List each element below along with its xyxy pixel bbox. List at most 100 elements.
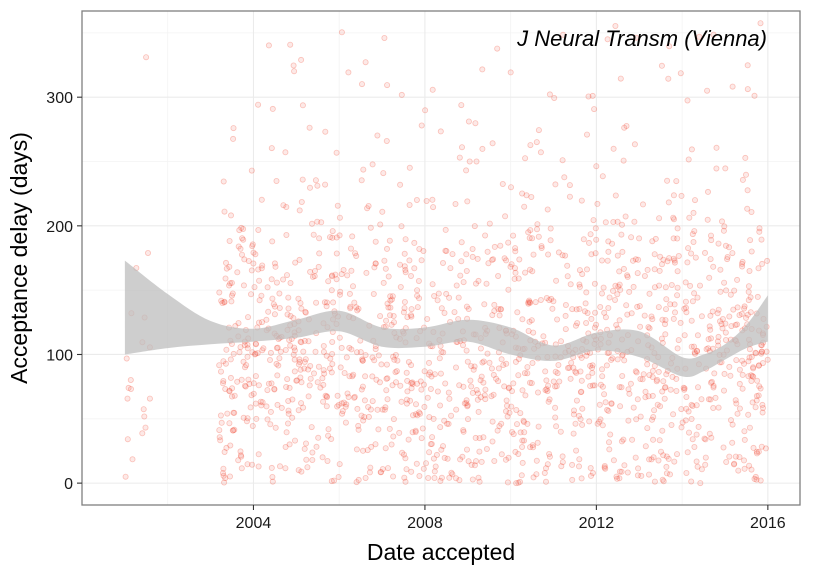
data-point <box>527 379 534 386</box>
data-point <box>283 231 290 238</box>
data-point <box>379 406 386 413</box>
data-point <box>572 368 579 375</box>
data-point <box>391 356 398 363</box>
data-point <box>731 287 738 294</box>
data-point <box>583 352 590 359</box>
data-point <box>734 276 741 283</box>
data-point <box>752 349 759 356</box>
data-point <box>458 239 465 246</box>
data-point <box>143 54 150 61</box>
data-point <box>519 437 526 444</box>
data-point <box>314 379 321 386</box>
data-point <box>269 473 276 480</box>
data-point <box>258 265 265 272</box>
data-point <box>657 403 664 410</box>
data-point <box>663 296 670 303</box>
data-point <box>626 288 633 295</box>
data-point <box>330 299 337 306</box>
data-point <box>566 364 573 371</box>
data-point <box>751 92 758 99</box>
data-point <box>727 291 734 298</box>
data-point <box>374 132 381 139</box>
data-point <box>240 236 247 243</box>
data-point <box>762 445 769 452</box>
data-point <box>543 386 550 393</box>
data-point <box>646 325 653 332</box>
data-point <box>370 290 377 297</box>
data-point <box>652 235 659 242</box>
data-point <box>527 299 534 306</box>
data-point <box>497 306 504 313</box>
data-point <box>688 343 695 350</box>
data-point <box>129 456 136 463</box>
data-point <box>579 421 586 428</box>
data-point <box>302 308 309 315</box>
data-point <box>702 249 709 256</box>
data-point <box>687 282 694 289</box>
data-point <box>669 373 676 380</box>
data-point <box>656 282 663 289</box>
data-point <box>743 171 750 178</box>
data-point <box>280 276 287 283</box>
data-point <box>335 473 342 480</box>
data-point <box>346 344 353 351</box>
data-point <box>459 453 466 460</box>
data-point <box>680 384 687 391</box>
data-point <box>333 250 340 257</box>
data-point <box>682 417 689 424</box>
data-point <box>243 418 250 425</box>
data-point <box>303 456 310 463</box>
data-point <box>311 267 318 274</box>
data-point <box>537 296 544 303</box>
data-point <box>482 232 489 239</box>
data-point <box>282 346 289 353</box>
data-point <box>458 258 465 265</box>
data-point <box>321 370 328 377</box>
data-point <box>282 149 289 156</box>
data-point <box>722 242 729 249</box>
data-point <box>359 383 366 390</box>
data-point <box>726 244 733 251</box>
data-point <box>719 218 726 225</box>
data-point <box>681 332 688 339</box>
data-point <box>247 291 254 298</box>
data-point <box>650 413 657 420</box>
data-point <box>230 350 237 357</box>
data-point <box>747 237 754 244</box>
data-point <box>379 466 386 473</box>
data-point <box>707 396 714 403</box>
data-point <box>665 199 672 206</box>
data-point <box>445 389 452 396</box>
data-point <box>608 400 615 407</box>
data-point <box>300 404 307 411</box>
data-point <box>355 305 362 312</box>
data-point <box>525 229 532 236</box>
data-point <box>733 400 740 407</box>
data-point <box>678 424 685 431</box>
data-point <box>310 231 317 238</box>
data-point <box>377 469 384 476</box>
data-point <box>659 316 666 323</box>
data-point <box>651 284 658 291</box>
data-point <box>576 463 583 470</box>
data-point <box>515 450 522 457</box>
data-point <box>517 429 524 436</box>
data-point <box>406 201 413 208</box>
data-point <box>427 441 434 448</box>
data-point <box>527 444 534 451</box>
data-point <box>617 75 624 82</box>
data-point <box>604 36 611 43</box>
data-point <box>681 386 688 393</box>
data-point <box>641 312 648 319</box>
data-point <box>463 167 470 174</box>
data-point <box>382 404 389 411</box>
data-point <box>605 238 612 245</box>
data-point <box>429 86 436 93</box>
data-point <box>291 368 298 375</box>
data-point <box>474 390 481 397</box>
data-point <box>384 375 391 382</box>
data-point <box>301 337 308 344</box>
data-point <box>520 417 527 424</box>
data-point <box>685 156 692 163</box>
